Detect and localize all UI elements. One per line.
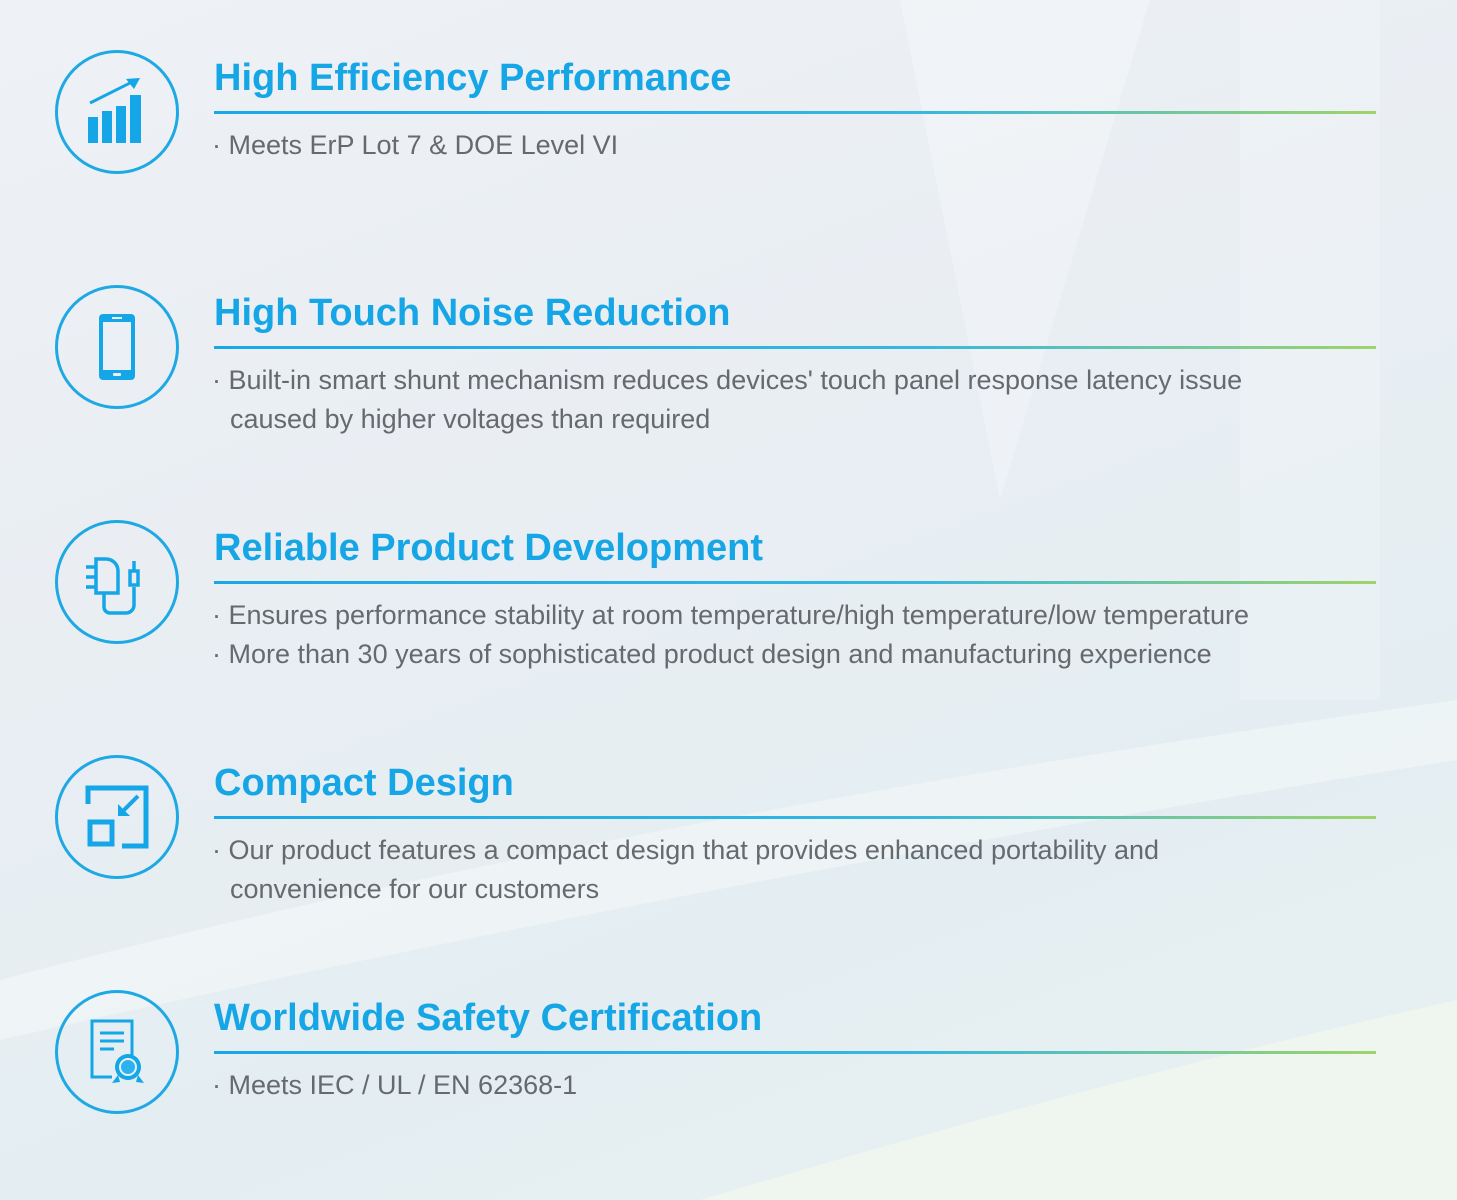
feature-title: High Touch Noise Reduction — [214, 292, 731, 334]
feature-section: High Efficiency Performance · Meets ErP L… — [0, 40, 1457, 240]
feature-section: Worldwide Safety Certification · Meets IE… — [0, 980, 1457, 1180]
description-line: convenience for our customers — [230, 874, 600, 904]
smartphone-icon — [55, 285, 179, 409]
feature-title: Worldwide Safety Certification — [214, 997, 763, 1039]
description-line: caused by higher voltages than required — [230, 404, 711, 434]
description-line: · Our product features a compact design … — [212, 835, 1160, 865]
feature-title: High Efficiency Performance — [214, 57, 732, 99]
feature-description: · Ensures performance stability at room … — [212, 596, 1249, 674]
feature-section: Reliable Product Development · Ensures pe… — [0, 510, 1457, 710]
description-line: · Built-in smart shunt mechanism reduces… — [212, 365, 1243, 395]
feature-description: · Built-in smart shunt mechanism reduces… — [212, 361, 1242, 439]
description-line: · Meets IEC / UL / EN 62368-1 — [212, 1070, 578, 1100]
feature-description: · Our product features a compact design … — [212, 831, 1159, 909]
feature-title: Compact Design — [214, 762, 514, 804]
certificate-icon — [55, 990, 179, 1114]
description-line: · More than 30 years of sophisticated pr… — [212, 639, 1212, 669]
power-adapter-icon — [55, 520, 179, 644]
feature-section: High Touch Noise Reduction · Built-in sma… — [0, 275, 1457, 475]
divider — [214, 816, 1376, 819]
divider — [214, 346, 1376, 349]
description-line: · Meets ErP Lot 7 & DOE Level VI — [212, 130, 619, 160]
divider — [214, 581, 1376, 584]
compact-resize-icon — [55, 755, 179, 879]
feature-section: Compact Design · Our product features a c… — [0, 745, 1457, 945]
divider — [214, 111, 1376, 114]
divider — [214, 1051, 1376, 1054]
feature-title: Reliable Product Development — [214, 527, 764, 569]
feature-description: · Meets IEC / UL / EN 62368-1 — [212, 1066, 577, 1105]
bar-chart-growth-icon — [55, 50, 179, 174]
feature-description: · Meets ErP Lot 7 & DOE Level VI — [212, 126, 618, 165]
description-line: · Ensures performance stability at room … — [212, 600, 1249, 630]
